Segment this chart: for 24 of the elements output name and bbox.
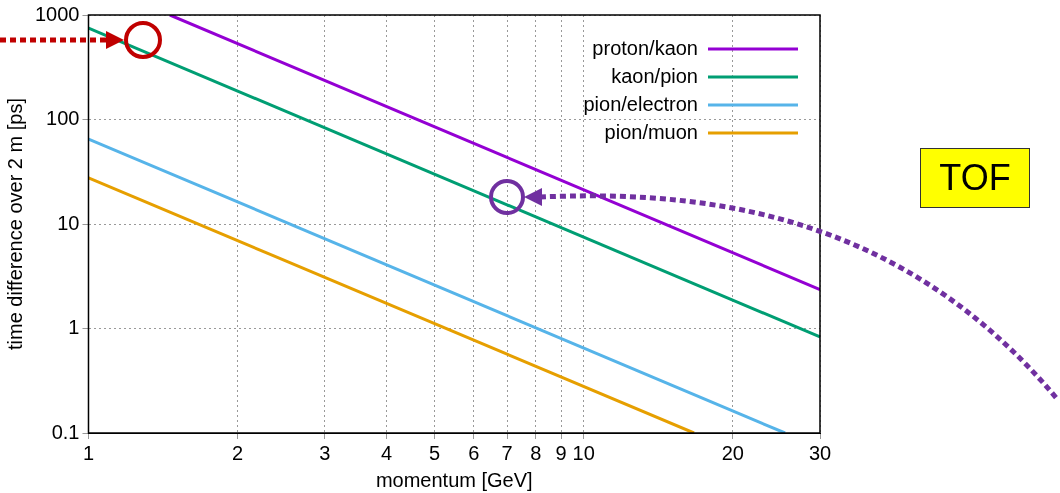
x-tick-label: 10 <box>572 441 595 464</box>
x-tick-label: 3 <box>319 441 331 464</box>
text: TOF <box>920 148 1030 208</box>
x-tick-label: 8 <box>530 441 542 464</box>
y-tick-label: 10 <box>57 211 80 234</box>
x-tick-label: 9 <box>555 441 567 464</box>
y-tick-label: 1 <box>68 316 80 339</box>
legend-label: proton/kaon <box>592 36 698 59</box>
x-tick-label: 5 <box>429 441 441 464</box>
legend-label: pion/electron <box>583 92 698 115</box>
x-tick-label: 1 <box>82 441 95 464</box>
x-tick-label: 7 <box>501 441 513 464</box>
legend-label: kaon/pion <box>611 64 698 87</box>
x-axis-title: momentum [GeV] <box>375 468 533 491</box>
y-axis-title: time difference over 2 m [ps] <box>3 98 26 350</box>
x-tick-label: 20 <box>721 441 744 464</box>
legend-label: pion/muon <box>604 120 698 143</box>
x-tick-label: 2 <box>232 441 244 464</box>
y-tick-label: 0.1 <box>51 420 80 443</box>
x-tick-label: 6 <box>468 441 480 464</box>
x-tick-label: 30 <box>808 441 832 464</box>
x-tick-label: 4 <box>381 441 393 464</box>
y-tick-label: 100 <box>46 107 80 130</box>
y-tick-label: 1000 <box>34 2 80 25</box>
